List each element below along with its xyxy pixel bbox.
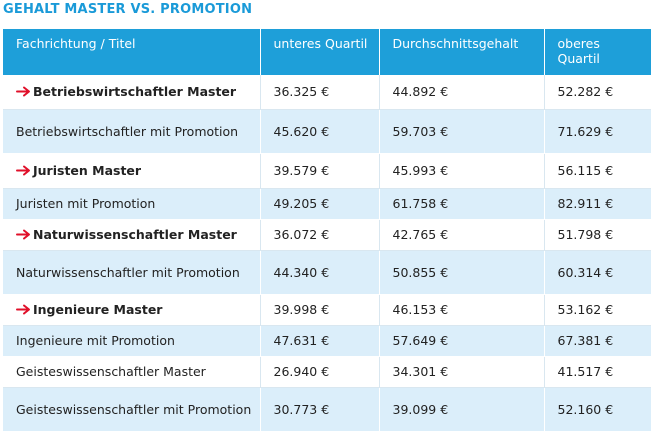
row-label: Juristen Master (33, 163, 142, 178)
row-label: Ingenieure mit Promotion (16, 333, 175, 348)
row-label-cell: Betriebswirtschaftler mit Promotion (3, 109, 260, 154)
table-row: Betriebswirtschaftler mit Promotion 45.62… (3, 109, 651, 154)
upper-quartile-cell: 71.629 € (543, 109, 651, 154)
table-row: Betriebswirtschaftler Master 36.325 €44.8… (3, 75, 651, 110)
lower-quartile-cell: 47.631 € (259, 325, 379, 357)
red-arrow-icon (16, 229, 30, 240)
upper-quartile-cell: 52.282 € (543, 75, 651, 110)
average-cell: 57.649 € (378, 325, 544, 357)
upper-quartile-cell: 51.798 € (543, 219, 651, 251)
row-label: Naturwissenschaftler mit Promotion (16, 264, 240, 280)
row-label-cell: Geisteswissenschaftler Master (3, 356, 260, 388)
table-row: Naturwissenschaftler mit Promotion 44.340… (3, 250, 651, 295)
row-label: Juristen mit Promotion (16, 196, 156, 211)
average-cell: 46.153 € (378, 294, 544, 326)
table-row: Ingenieure Master 39.998 €46.153 €53.162 … (3, 294, 651, 326)
row-label: Geisteswissenschaftler Master (16, 364, 206, 379)
table-row: Geisteswissenschaftler mit Promotion 30.7… (3, 387, 651, 432)
upper-quartile-cell: 67.381 € (543, 325, 651, 357)
lower-quartile-cell: 36.072 € (259, 219, 379, 251)
row-label-cell: Geisteswissenschaftler mit Promotion (3, 387, 260, 432)
upper-quartile-cell: 52.160 € (543, 387, 651, 432)
average-cell: 34.301 € (378, 356, 544, 388)
average-cell: 50.855 € (378, 250, 544, 295)
upper-quartile-cell: 41.517 € (543, 356, 651, 388)
row-label-cell: Naturwissenschaftler Master (3, 219, 260, 251)
average-cell: 45.993 € (378, 153, 544, 189)
row-label-cell: Juristen mit Promotion (3, 188, 260, 220)
column-header-upper-quartile: oberes Quartil (543, 29, 651, 75)
upper-quartile-cell: 82.911 € (543, 188, 651, 220)
lower-quartile-cell: 39.998 € (259, 294, 379, 326)
header-row: Fachrichtung / Titel unteres Quartil Dur… (3, 29, 651, 75)
table-row: Naturwissenschaftler Master 36.072 €42.76… (3, 219, 651, 251)
average-cell: 42.765 € (378, 219, 544, 251)
upper-quartile-cell: 53.162 € (543, 294, 651, 326)
average-cell: 39.099 € (378, 387, 544, 432)
lower-quartile-cell: 44.340 € (259, 250, 379, 295)
row-label: Ingenieure Master (33, 302, 163, 317)
upper-quartile-cell: 60.314 € (543, 250, 651, 295)
row-label-cell: Naturwissenschaftler mit Promotion (3, 250, 260, 295)
column-header-lower-quartile: unteres Quartil (259, 29, 379, 75)
lower-quartile-cell: 39.579 € (259, 153, 379, 189)
row-label: Naturwissenschaftler Master (33, 227, 237, 242)
row-label-cell: Ingenieure Master (3, 294, 260, 326)
column-header-average: Durchschnittsgehalt (378, 29, 544, 75)
page-title: GEHALT MASTER VS. PROMOTION (3, 2, 253, 17)
row-label: Betriebswirtschaftler mit Promotion (16, 123, 239, 139)
upper-quartile-cell: 56.115 € (543, 153, 651, 189)
salary-table: Fachrichtung / Titel unteres Quartil Dur… (3, 29, 651, 432)
lower-quartile-cell: 30.773 € (259, 387, 379, 432)
lower-quartile-cell: 36.325 € (259, 75, 379, 110)
table-row: Ingenieure mit Promotion 47.631 €57.649 €… (3, 325, 651, 357)
row-label-cell: Juristen Master (3, 153, 260, 189)
average-cell: 61.758 € (378, 188, 544, 220)
lower-quartile-cell: 45.620 € (259, 109, 379, 154)
lower-quartile-cell: 26.940 € (259, 356, 379, 388)
table-row: Juristen Master 39.579 €45.993 €56.115 € (3, 153, 651, 189)
red-arrow-icon (16, 165, 30, 176)
lower-quartile-cell: 49.205 € (259, 188, 379, 220)
average-cell: 44.892 € (378, 75, 544, 110)
table-row: Juristen mit Promotion 49.205 €61.758 €82… (3, 188, 651, 220)
row-label-cell: Ingenieure mit Promotion (3, 325, 260, 357)
row-label: Geisteswissenschaftler mit Promotion (16, 401, 252, 417)
row-label: Betriebswirtschaftler Master (33, 84, 237, 99)
red-arrow-icon (16, 304, 30, 315)
column-header-field: Fachrichtung / Titel (3, 29, 260, 75)
table-body: Betriebswirtschaftler Master 36.325 €44.8… (3, 75, 651, 432)
table-row: Geisteswissenschaftler Master 26.940 €34.… (3, 356, 651, 388)
red-arrow-icon (16, 86, 30, 97)
row-label-cell: Betriebswirtschaftler Master (3, 75, 260, 110)
average-cell: 59.703 € (378, 109, 544, 154)
